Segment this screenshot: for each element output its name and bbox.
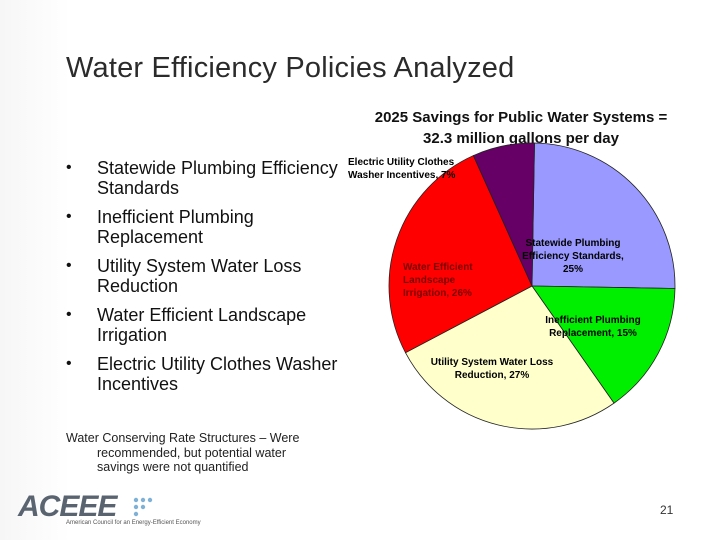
bullet-glyph: • [66, 257, 72, 274]
bullet-text: Water Efficient Landscape Irrigation [97, 305, 307, 345]
left-background-stripe [0, 0, 70, 540]
chart-title-line-1: 2025 Savings for Public Water Systems = [374, 109, 668, 126]
pie-slice-label-1: Statewide Plumbing Efficiency Standards, 2… [522, 238, 624, 275]
pie-label-line: 25% [563, 264, 583, 275]
policy-bullet-list: • Statewide Plumbing Efficiency Standards… [66, 158, 346, 403]
bullet-glyph: • [66, 208, 72, 225]
pie-slice-2 [531, 285, 676, 404]
pie-slice-label-2: Inefficient Plumbing Replacement, 15% [545, 315, 641, 339]
pie-label-line: Washer Incentives, 7% [348, 170, 456, 181]
footnote: Water Conserving Rate Structures – Were … [66, 431, 366, 475]
aceee-logo: ACEEE American Council for an Energy-Eff… [16, 490, 201, 530]
bullet-item: • Utility System Water Loss Reduction [66, 256, 346, 296]
savings-pie-chart: Statewide Plumbing Efficiency Standards, 2… [340, 142, 720, 442]
footnote-line-1: Water Conserving Rate Structures – Were [66, 431, 300, 445]
logo-dots-icon [133, 497, 153, 517]
pie-slice-1 [531, 142, 676, 289]
pie-label-line: Inefficient Plumbing [545, 315, 641, 326]
bullet-text: Statewide Plumbing Efficiency Standards [97, 158, 338, 198]
slide-title: Water Efficiency Policies Analyzed [66, 52, 515, 84]
bullet-glyph: • [66, 306, 72, 323]
bullet-glyph: • [66, 355, 72, 372]
pie-slice-label-4: Water Efficient Landscape Irrigation, 26% [403, 262, 473, 299]
pie-chart-svg: Statewide Plumbing Efficiency Standards, 2… [348, 142, 676, 430]
chart-title-line-2: 32.3 million gallons per day [423, 130, 619, 147]
bullet-item: • Inefficient Plumbing Replacement [66, 207, 346, 247]
bullet-glyph: • [66, 159, 72, 176]
bullet-text: Inefficient Plumbing Replacement [97, 207, 254, 247]
logo-wordmark: ACEEE [18, 490, 117, 523]
page-number: 21 [660, 503, 674, 517]
bullet-text: Utility System Water Loss Reduction [97, 256, 302, 296]
pie-label-line: Reduction, 27% [455, 370, 530, 381]
pie-label-line: Statewide Plumbing [525, 238, 620, 249]
pie-label-line: Water Efficient [403, 262, 473, 273]
footnote-line-2: recommended, but potential water [97, 445, 286, 460]
pie-slice-4 [388, 155, 533, 354]
logo-tagline: American Council for an Energy-Efficient… [66, 520, 201, 526]
bullet-item: • Electric Utility Clothes Washer Incenti… [66, 354, 346, 394]
pie-slice-label-5: Electric Utility Clothes Washer Incentive… [348, 157, 456, 181]
footnote-line-3: savings were not quantified [97, 460, 249, 474]
pie-slice-5 [472, 142, 535, 287]
pie-label-line: Electric Utility Clothes [348, 157, 455, 168]
pie-label-line: Replacement, 15% [549, 328, 637, 339]
pie-slice-3 [404, 285, 615, 430]
bullet-text: Electric Utility Clothes Washer Incentiv… [97, 354, 338, 394]
pie-label-line: Landscape [403, 275, 456, 286]
pie-label-line: Efficiency Standards, [522, 251, 624, 262]
bullet-item: • Statewide Plumbing Efficiency Standards [66, 158, 346, 198]
pie-label-line: Irrigation, 26% [403, 288, 472, 299]
bullet-item: • Water Efficient Landscape Irrigation [66, 305, 346, 345]
chart-title: 2025 Savings for Public Water Systems = … [336, 107, 706, 149]
pie-label-line: Utility System Water Loss [431, 357, 554, 368]
pie-slice-label-3: Utility System Water Loss Reduction, 27% [431, 357, 554, 381]
